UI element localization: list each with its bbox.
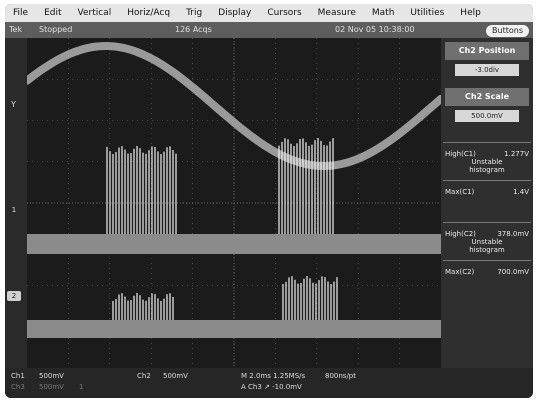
- menu-utilities[interactable]: Utilities: [410, 8, 445, 18]
- divider: [443, 180, 531, 181]
- menu-edit[interactable]: Edit: [44, 8, 62, 18]
- ch2-ground-marker-label: Y: [11, 100, 16, 109]
- ch1-baseline-trace: [27, 234, 441, 254]
- divider: [443, 260, 531, 261]
- status-bar: Tek Stopped 126 Acqs 02 Nov 05 10:38:00 …: [5, 22, 533, 38]
- ch3-scale[interactable]: 500mV: [39, 383, 64, 391]
- c2-high-label: High(C2): [445, 230, 476, 238]
- measurement-c2-high: High(C2) 378.0mV Unstable histogram: [441, 230, 533, 254]
- menu-horiz-acq[interactable]: Horiz/Acq: [127, 8, 171, 18]
- menu-help[interactable]: Help: [460, 8, 481, 18]
- c2-max-value: 700.0mV: [497, 268, 529, 276]
- ch2-label[interactable]: Ch2: [137, 372, 151, 380]
- divider: [443, 222, 531, 223]
- trigger-readout[interactable]: A Ch3 ↗ -10.0mV: [241, 383, 302, 391]
- ch2-position-title: Ch2 Position: [445, 42, 529, 60]
- waveform-display[interactable]: [27, 38, 441, 368]
- timebase-readout[interactable]: M 2.0ms 1.25MS/s: [241, 372, 306, 380]
- ch1-scale[interactable]: 500mV: [39, 372, 64, 380]
- ch3-label[interactable]: Ch3: [11, 383, 25, 391]
- date-time: 02 Nov 05 10:38:00: [335, 25, 415, 34]
- menu-bar: File Edit Vertical Horiz/Acq Trig Displa…: [5, 4, 533, 22]
- c1-max-label: Max(C1): [445, 188, 475, 196]
- c1-high-note: histogram: [469, 166, 505, 174]
- menu-file[interactable]: File: [13, 8, 29, 18]
- acquisition-count: 126 Acqs: [175, 25, 212, 34]
- buttons-toggle-button[interactable]: Buttons: [486, 25, 529, 37]
- c1-high-status: Unstable: [471, 158, 503, 166]
- menu-measure[interactable]: Measure: [317, 8, 356, 18]
- c2-high-note: histogram: [469, 246, 505, 254]
- measurement-c1-max: Max(C1) 1.4V: [441, 188, 533, 196]
- c1-max-value: 1.4V: [513, 188, 529, 196]
- ch2-scale[interactable]: 500mV: [163, 372, 188, 380]
- resolution-readout: 800ns/pt: [325, 372, 356, 380]
- menu-cursors[interactable]: Cursors: [267, 8, 302, 18]
- menu-display[interactable]: Display: [218, 8, 252, 18]
- ch2-scale-title: Ch2 Scale: [445, 88, 529, 106]
- ch1-ground-marker[interactable]: 1: [11, 206, 17, 214]
- waveform-graticule: [27, 38, 441, 368]
- channel-readout-bar: Ch1 500mV Ch2 500mV Ch3 500mV 1 M 2.0ms …: [5, 368, 533, 398]
- c1-high-label: High(C1): [445, 150, 476, 158]
- c1-high-value: 1.277V: [504, 150, 529, 158]
- c2-high-value: 378.0mV: [497, 230, 529, 238]
- measurement-c1-high: High(C1) 1.277V Unstable histogram: [441, 150, 533, 174]
- waveforms: [27, 42, 441, 338]
- ch1-label[interactable]: Ch1: [11, 372, 25, 380]
- ch2-ground-marker[interactable]: 2: [7, 291, 21, 301]
- c2-high-status: Unstable: [471, 238, 503, 246]
- oscilloscope-screen: File Edit Vertical Horiz/Acq Trig Displa…: [5, 4, 533, 398]
- ch2-position-value[interactable]: -3.0div: [455, 64, 519, 76]
- ch3-marker: 1: [79, 383, 84, 391]
- measurement-c2-max: Max(C2) 700.0mV: [441, 268, 533, 276]
- ch2-scale-value[interactable]: 500.0mV: [455, 110, 519, 122]
- sine-waveform: [27, 42, 441, 170]
- acquisition-state: Stopped: [39, 25, 73, 34]
- brand-label: Tek: [9, 25, 23, 34]
- menu-vertical[interactable]: Vertical: [77, 8, 112, 18]
- menu-math[interactable]: Math: [371, 8, 395, 18]
- c2-max-label: Max(C2): [445, 268, 475, 276]
- control-panel: Ch2 Position -3.0div Ch2 Scale 500.0mV H…: [441, 38, 533, 368]
- menu-trig[interactable]: Trig: [186, 8, 203, 18]
- ch2-baseline-trace: [27, 320, 441, 338]
- graticule-grid: [27, 38, 441, 368]
- divider: [443, 142, 531, 143]
